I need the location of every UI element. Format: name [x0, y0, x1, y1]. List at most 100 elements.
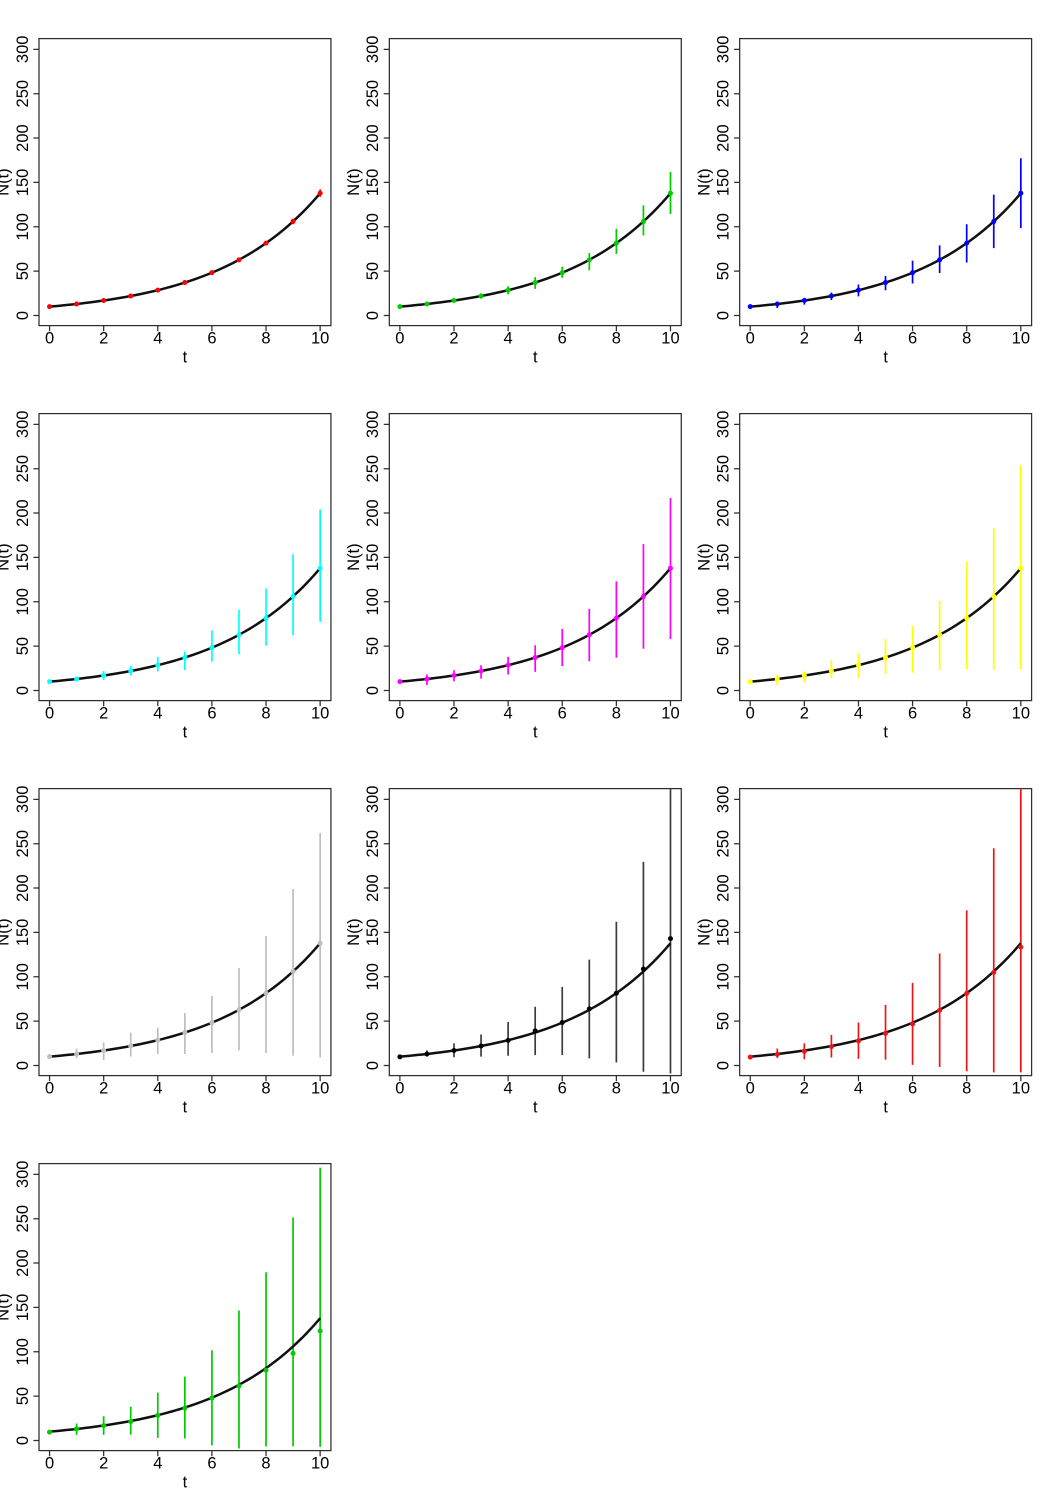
svg-text:0: 0: [714, 1061, 732, 1070]
svg-text:0: 0: [746, 330, 755, 348]
svg-text:100: 100: [714, 213, 732, 241]
svg-text:100: 100: [14, 213, 32, 241]
svg-text:300: 300: [714, 411, 732, 439]
svg-text:10: 10: [311, 330, 329, 348]
svg-text:250: 250: [14, 80, 32, 108]
svg-text:6: 6: [207, 705, 216, 723]
svg-text:t: t: [183, 1099, 188, 1117]
svg-text:N(t): N(t): [0, 168, 13, 196]
svg-text:10: 10: [311, 1455, 329, 1473]
svg-text:6: 6: [908, 330, 917, 348]
svg-text:N(t): N(t): [345, 918, 363, 946]
svg-text:8: 8: [962, 1080, 971, 1098]
svg-text:0: 0: [45, 1080, 54, 1098]
svg-text:t: t: [183, 1474, 188, 1492]
svg-text:N(t): N(t): [345, 168, 363, 196]
svg-text:4: 4: [153, 330, 162, 348]
svg-text:0: 0: [14, 311, 32, 320]
svg-text:0: 0: [45, 705, 54, 723]
svg-text:6: 6: [207, 330, 216, 348]
svg-text:0: 0: [364, 311, 382, 320]
svg-text:N(t): N(t): [0, 543, 13, 571]
svg-text:0: 0: [746, 705, 755, 723]
svg-text:6: 6: [558, 330, 567, 348]
svg-text:250: 250: [714, 830, 732, 858]
svg-text:0: 0: [364, 1061, 382, 1070]
svg-text:10: 10: [1012, 1080, 1030, 1098]
svg-text:50: 50: [364, 1012, 382, 1030]
svg-text:50: 50: [714, 262, 732, 280]
svg-text:150: 150: [14, 919, 32, 947]
svg-text:0: 0: [45, 1455, 54, 1473]
svg-text:50: 50: [714, 637, 732, 655]
svg-text:2: 2: [449, 330, 458, 348]
svg-text:2: 2: [99, 705, 108, 723]
svg-text:4: 4: [153, 705, 162, 723]
svg-text:250: 250: [714, 80, 732, 108]
svg-text:100: 100: [14, 588, 32, 616]
svg-text:t: t: [883, 349, 888, 367]
svg-text:6: 6: [207, 1455, 216, 1473]
svg-text:10: 10: [1012, 330, 1030, 348]
svg-text:250: 250: [14, 1205, 32, 1233]
svg-text:200: 200: [714, 499, 732, 527]
svg-text:2: 2: [449, 705, 458, 723]
svg-text:t: t: [533, 1099, 538, 1117]
svg-text:200: 200: [714, 124, 732, 152]
svg-text:8: 8: [261, 705, 270, 723]
svg-text:6: 6: [558, 705, 567, 723]
svg-text:300: 300: [364, 411, 382, 439]
svg-text:N(t): N(t): [0, 918, 13, 946]
svg-text:50: 50: [714, 1012, 732, 1030]
svg-text:10: 10: [311, 705, 329, 723]
svg-text:200: 200: [364, 874, 382, 902]
svg-text:t: t: [183, 349, 188, 367]
svg-text:N(t): N(t): [695, 168, 713, 196]
svg-text:300: 300: [14, 786, 32, 814]
svg-text:8: 8: [612, 705, 621, 723]
svg-text:300: 300: [714, 36, 732, 64]
svg-text:150: 150: [364, 544, 382, 572]
svg-text:200: 200: [14, 1249, 32, 1277]
svg-text:N(t): N(t): [695, 918, 713, 946]
svg-text:100: 100: [714, 588, 732, 616]
svg-text:250: 250: [14, 455, 32, 483]
svg-text:0: 0: [714, 311, 732, 320]
svg-text:2: 2: [99, 1080, 108, 1098]
svg-text:0: 0: [364, 686, 382, 695]
svg-text:N(t): N(t): [0, 1293, 13, 1321]
svg-text:t: t: [533, 349, 538, 367]
svg-text:50: 50: [14, 1012, 32, 1030]
svg-text:200: 200: [14, 124, 32, 152]
svg-text:6: 6: [908, 705, 917, 723]
svg-text:150: 150: [714, 169, 732, 197]
svg-text:t: t: [883, 724, 888, 742]
svg-text:4: 4: [854, 330, 863, 348]
svg-text:50: 50: [364, 637, 382, 655]
svg-text:t: t: [883, 1099, 888, 1117]
svg-text:t: t: [183, 724, 188, 742]
svg-text:100: 100: [364, 213, 382, 241]
svg-text:150: 150: [714, 544, 732, 572]
svg-text:300: 300: [14, 411, 32, 439]
svg-text:4: 4: [854, 1080, 863, 1098]
svg-text:50: 50: [14, 262, 32, 280]
svg-text:100: 100: [14, 963, 32, 991]
svg-text:4: 4: [153, 1455, 162, 1473]
svg-text:250: 250: [714, 455, 732, 483]
svg-text:4: 4: [504, 705, 513, 723]
svg-text:200: 200: [714, 874, 732, 902]
svg-text:100: 100: [14, 1338, 32, 1366]
svg-text:300: 300: [14, 36, 32, 64]
svg-text:250: 250: [14, 830, 32, 858]
svg-text:8: 8: [261, 1080, 270, 1098]
svg-text:10: 10: [661, 330, 679, 348]
svg-text:0: 0: [45, 330, 54, 348]
svg-text:300: 300: [14, 1161, 32, 1189]
svg-text:8: 8: [261, 330, 270, 348]
svg-text:10: 10: [661, 1080, 679, 1098]
svg-text:8: 8: [612, 330, 621, 348]
svg-text:2: 2: [99, 330, 108, 348]
svg-text:0: 0: [14, 1061, 32, 1070]
svg-text:250: 250: [364, 830, 382, 858]
